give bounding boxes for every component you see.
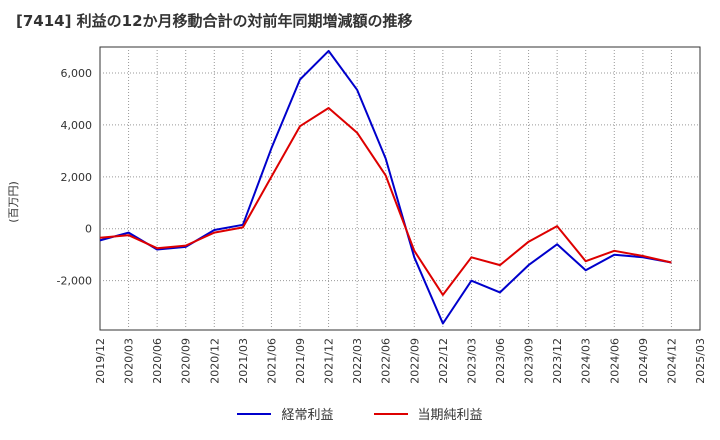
plot-area (99, 46, 701, 331)
x-tick-label: 2021/09 (294, 338, 307, 384)
y-tick-label: 4,000 (61, 119, 93, 132)
x-tick-label: 2024/06 (608, 338, 621, 384)
legend-label-net-income: 当期純利益 (417, 408, 483, 423)
x-tick-label: 2022/06 (380, 338, 393, 384)
series-line-net-income (99, 107, 672, 296)
x-axis-ticks: 2019/12 2020/03 2020/06 2020/09 2020/12 2021/… (94, 338, 707, 384)
legend-item-ordinary-profit: 経常利益 (237, 404, 334, 423)
legend-swatch-ordinary-profit (237, 412, 272, 415)
y-axis-label: (百万円) (7, 181, 20, 223)
x-tick-label: 2020/06 (151, 338, 164, 384)
x-tick-label: 2022/09 (408, 338, 421, 384)
chart-title: [7414] 利益の12か月移動合計の対前年同期増減額の推移 (16, 12, 413, 30)
x-tick-label: 2019/12 (94, 338, 107, 384)
x-tick-label: 2025/03 (694, 338, 707, 384)
x-tick-label: 2024/09 (637, 338, 650, 384)
x-tick-label: 2021/03 (237, 338, 250, 384)
legend-swatch-net-income (373, 412, 408, 415)
x-tick-label: 2020/12 (208, 338, 221, 384)
plot-frame (99, 46, 701, 331)
x-tick-label: 2021/12 (323, 338, 336, 384)
chart: -2,000 0 2,000 4,000 6,000 2019/12 2020/03 202… (7, 46, 707, 384)
grid-lines (100, 47, 700, 330)
y-tick-label: 2,000 (61, 171, 93, 184)
y-axis-ticks: -2,000 0 2,000 4,000 6,000 (57, 67, 92, 288)
legend: 経常利益 当期純利益 (0, 404, 720, 423)
x-tick-label: 2024/12 (665, 338, 678, 384)
series-lines (99, 49, 672, 325)
x-tick-label: 2021/06 (265, 338, 278, 384)
y-tick-label: -2,000 (57, 275, 92, 288)
y-tick-label: 0 (85, 223, 92, 236)
y-tick-label: 6,000 (61, 67, 93, 80)
x-tick-label: 2022/12 (437, 338, 450, 384)
x-tick-label: 2020/03 (123, 338, 136, 384)
x-tick-label: 2020/09 (180, 338, 193, 384)
x-tick-label: 2024/03 (580, 338, 593, 384)
x-tick-label: 2023/09 (523, 338, 536, 384)
x-tick-label: 2023/12 (551, 338, 564, 384)
x-tick-label: 2023/06 (494, 338, 507, 384)
legend-item-net-income: 当期純利益 (373, 404, 483, 423)
x-tick-label: 2023/03 (465, 338, 478, 384)
legend-label-ordinary-profit: 経常利益 (281, 408, 334, 423)
x-tick-label: 2022/03 (351, 338, 364, 384)
